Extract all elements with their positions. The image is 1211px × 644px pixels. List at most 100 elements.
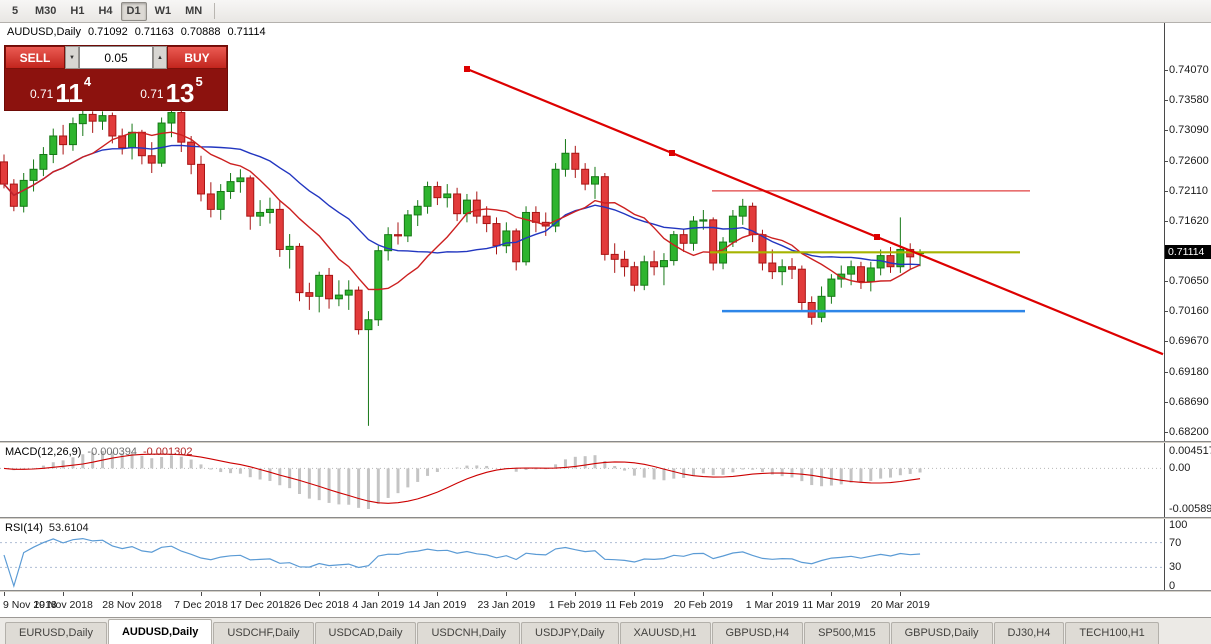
date-axis[interactable]: 9 Nov 2018 19 Nov 2018 28 Nov 2018 7 Dec 20…: [0, 592, 1211, 617]
chart-tab-usdchf-daily[interactable]: USDCHF,Daily: [213, 622, 314, 644]
candle: [738, 198, 747, 225]
candle: [394, 222, 402, 245]
date-axis-label: 11 Mar 2019: [802, 599, 861, 611]
price-axis-label: 0.68690: [1169, 395, 1209, 408]
candle: [600, 172, 609, 261]
candle: [817, 286, 826, 323]
date-tick: [378, 592, 380, 596]
trade-prices-row: 0.71 11 4 0.71 13 5: [5, 69, 227, 110]
candle: [157, 117, 166, 167]
ma-slow-line: [3, 144, 921, 266]
current-price-tag: 0.71114: [1165, 245, 1211, 260]
candle: [285, 234, 294, 269]
date-axis-label: 9 Nov 2018: [3, 599, 57, 611]
timeframe-button-h4[interactable]: H4: [92, 2, 118, 21]
candle: [581, 163, 590, 191]
candle: [39, 147, 48, 177]
timeframe-button-mn[interactable]: MN: [179, 2, 208, 21]
candle: [216, 184, 225, 220]
chart-tab-audusd-daily[interactable]: AUDUSD,Daily: [107, 619, 213, 644]
candle: [472, 191, 481, 224]
price-axis-tick: [1165, 190, 1168, 192]
rsi-panel: RSI(14) 53.6104 100 70 30 0: [0, 519, 1211, 592]
descending-trendline[interactable]: [464, 66, 1164, 356]
chart-tab-eurusd-daily[interactable]: EURUSD,Daily: [5, 622, 107, 644]
chart-tab-usdcnh-daily[interactable]: USDCNH,Daily: [417, 622, 521, 644]
candle: [206, 182, 215, 218]
timeframe-button-h1[interactable]: H1: [64, 2, 90, 21]
candle: [265, 197, 274, 224]
buy-button[interactable]: BUY: [167, 46, 227, 69]
chart-tab-sp500-m15[interactable]: SP500,M15: [804, 622, 890, 644]
chart-tab-tech100-h1[interactable]: TECH100,H1: [1065, 622, 1159, 644]
rsi-canvas[interactable]: [0, 519, 1164, 590]
toolbar-separator: [214, 3, 216, 19]
rsi-axis-label: 0: [1169, 580, 1176, 592]
candle: [856, 261, 865, 289]
date-axis-label: 20 Mar 2019: [870, 599, 930, 611]
chart-tab-xauusd-h1[interactable]: XAUUSD,H1: [619, 622, 711, 644]
trendline-anchor[interactable]: [669, 150, 675, 156]
price-axis-tick: [1165, 401, 1168, 403]
macd-axis-label: 0.004517: [1169, 445, 1211, 457]
chart-tab-gbpusd-h4[interactable]: GBPUSD,H4: [711, 622, 804, 644]
low-value: 0.70888: [180, 26, 221, 38]
sell-price[interactable]: 0.71 11 4: [5, 69, 116, 110]
candle: [906, 243, 915, 270]
trade-controls-row: SELL ▼ ▲ BUY: [5, 46, 227, 69]
candle: [246, 175, 255, 230]
candle: [29, 159, 38, 192]
date-axis-label: 19 Nov 2018: [33, 599, 93, 611]
date-axis-label: 11 Feb 2019: [605, 599, 664, 611]
candle: [679, 228, 688, 252]
rsi-line: [3, 537, 921, 589]
timeframe-button-w1[interactable]: W1: [149, 2, 178, 21]
macd-axis[interactable]: 0.004517 0.00 -0.005899: [1164, 443, 1211, 517]
ma-fast-line: [3, 131, 921, 291]
date-tick: [132, 592, 134, 596]
candle: [502, 222, 511, 254]
date-tick: [319, 592, 321, 596]
date-tick: [772, 592, 774, 596]
volume-increase-button[interactable]: ▲: [153, 46, 167, 69]
timeframe-button-5[interactable]: 5: [3, 2, 27, 21]
volume-decrease-button[interactable]: ▼: [65, 46, 79, 69]
price-axis[interactable]: 0.74070 0.73580 0.73090 0.72600 0.72110 0.716…: [1164, 23, 1211, 441]
candle: [709, 217, 718, 271]
sell-button[interactable]: SELL: [5, 46, 65, 69]
main-chart-canvas[interactable]: [0, 23, 1164, 441]
candle: [354, 286, 363, 335]
candlestick-series: [0, 108, 925, 426]
date-tick: [4, 592, 5, 596]
date-axis-label: 28 Nov 2018: [102, 599, 162, 611]
price-axis-tick: [1165, 130, 1168, 132]
chart-tab-usdjpy-daily[interactable]: USDJPY,Daily: [521, 622, 619, 644]
candle: [561, 139, 570, 177]
candle: [699, 209, 708, 230]
volume-input[interactable]: [79, 46, 153, 69]
macd-label: MACD(12,26,9) -0.000394 -0.001302: [5, 446, 193, 458]
trendline-anchor[interactable]: [464, 66, 470, 72]
price-axis-label: 0.68200: [1169, 426, 1209, 438]
date-tick: [703, 592, 705, 596]
buy-price[interactable]: 0.71 13 5: [116, 69, 227, 110]
macd-canvas[interactable]: [0, 443, 1164, 517]
trendline-anchor[interactable]: [874, 234, 880, 240]
candle: [669, 230, 678, 266]
rsi-axis[interactable]: 100 70 30 0: [1164, 519, 1211, 592]
timeframe-button-d1[interactable]: D1: [120, 1, 147, 21]
candle: [118, 128, 127, 155]
date-tick: [437, 592, 439, 596]
timeframe-button-m30[interactable]: M30: [29, 2, 62, 21]
price-axis-tick: [1165, 70, 1168, 71]
macd-histogram: [12, 451, 922, 509]
candle: [295, 243, 304, 302]
chart-tab-usdcad-daily[interactable]: USDCAD,Daily: [314, 622, 417, 644]
candle: [325, 267, 334, 309]
ohlc-info: AUDUSD,Daily 0.71092 0.71163 0.70888 0.71114: [7, 26, 273, 38]
buy-price-point: 5: [195, 74, 203, 89]
candle: [334, 280, 343, 307]
chart-tab-dj30-h4[interactable]: DJ30,H4: [993, 622, 1065, 644]
chart-tab-gbpusd-daily[interactable]: GBPUSD,Daily: [890, 622, 993, 644]
candle: [68, 117, 77, 151]
